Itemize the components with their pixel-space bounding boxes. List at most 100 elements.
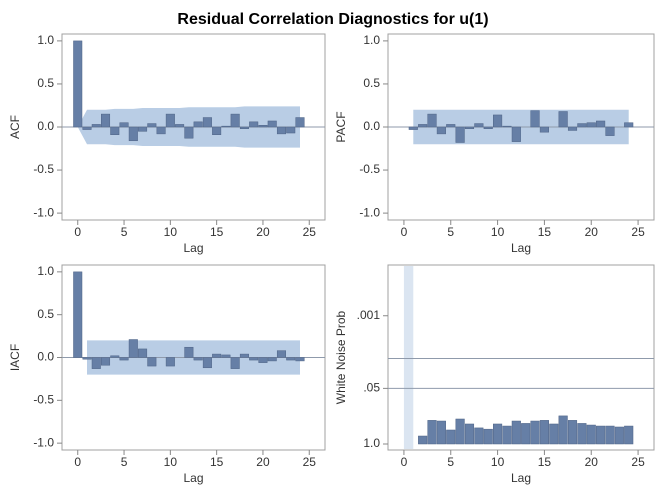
y-tick-label: 0.5 xyxy=(363,76,380,90)
bar xyxy=(110,355,120,358)
bar xyxy=(147,357,157,367)
bar xyxy=(267,357,277,362)
bar xyxy=(558,111,568,128)
bar xyxy=(455,126,465,143)
x-axis-label: Lag xyxy=(183,241,203,255)
x-tick-label: 15 xyxy=(538,455,552,469)
y-tick-label: .05 xyxy=(363,381,380,395)
bar xyxy=(605,425,615,445)
y-tick-label: 0.0 xyxy=(363,119,380,133)
bar xyxy=(436,420,446,445)
bar xyxy=(577,423,587,445)
bar xyxy=(239,353,249,358)
bar xyxy=(202,117,212,128)
bar xyxy=(258,357,268,363)
bar xyxy=(521,423,531,445)
y-axis-label: White Noise Prob xyxy=(334,310,348,404)
bar xyxy=(73,271,83,358)
bar xyxy=(446,429,456,445)
y-tick-label: 1.0 xyxy=(363,436,380,450)
bar xyxy=(408,126,418,130)
bar xyxy=(530,110,540,128)
x-axis-label: Lag xyxy=(511,471,531,485)
y-tick-label: 1.0 xyxy=(37,33,54,47)
x-tick-label: 10 xyxy=(491,455,505,469)
bar xyxy=(436,126,446,135)
x-tick-label: 15 xyxy=(210,455,224,469)
y-tick-label: 0.5 xyxy=(37,76,54,90)
bar xyxy=(464,126,475,129)
bar xyxy=(286,357,296,361)
x-tick-label: 10 xyxy=(164,225,178,239)
y-tick-label: 1.0 xyxy=(363,33,380,47)
bar xyxy=(267,120,277,128)
x-tick-label: 0 xyxy=(401,225,408,239)
bar xyxy=(427,420,437,445)
bar xyxy=(175,124,185,128)
bar xyxy=(464,423,475,445)
bar xyxy=(258,125,268,128)
bar xyxy=(605,126,615,136)
y-tick-label: -0.5 xyxy=(33,162,54,176)
bar xyxy=(82,357,92,360)
bar xyxy=(558,415,568,445)
x-tick-label: 20 xyxy=(256,225,270,239)
x-tick-label: 0 xyxy=(74,455,81,469)
bar xyxy=(119,357,129,361)
bar xyxy=(276,350,286,358)
bar xyxy=(539,420,549,445)
bar xyxy=(483,126,493,129)
x-tick-label: 15 xyxy=(210,225,224,239)
bar xyxy=(128,126,138,142)
bar xyxy=(567,126,578,131)
y-tick-label: .001 xyxy=(357,308,381,322)
y-tick-label: 0.0 xyxy=(37,119,54,133)
bar xyxy=(474,427,484,445)
y-tick-label: 0.0 xyxy=(37,350,54,364)
bar xyxy=(596,120,606,128)
x-tick-label: 5 xyxy=(447,455,454,469)
bar xyxy=(230,113,240,128)
bar xyxy=(614,426,624,445)
bar xyxy=(530,420,540,445)
bar xyxy=(119,122,129,128)
x-axis-label: Lag xyxy=(511,241,531,255)
y-axis-label: ACF xyxy=(8,115,22,139)
bar xyxy=(483,428,493,445)
bar xyxy=(295,357,305,362)
y-tick-label: 1.0 xyxy=(37,264,54,278)
x-tick-label: 0 xyxy=(401,455,408,469)
x-tick-label: 10 xyxy=(164,455,178,469)
bar xyxy=(586,424,596,445)
bar xyxy=(212,353,222,358)
bar xyxy=(165,113,175,128)
bar xyxy=(128,339,138,358)
bar xyxy=(539,126,549,133)
x-tick-label: 0 xyxy=(74,225,81,239)
bar xyxy=(221,354,231,358)
bar xyxy=(493,114,503,128)
x-tick-label: 25 xyxy=(631,455,645,469)
bar xyxy=(239,126,249,129)
bar xyxy=(502,425,512,445)
bar xyxy=(249,121,259,128)
x-axis-label: Lag xyxy=(183,471,203,485)
bar xyxy=(101,357,111,366)
y-axis-label: IACF xyxy=(8,344,22,371)
shaded-region xyxy=(403,266,414,449)
y-tick-label: -1.0 xyxy=(359,205,380,219)
bar xyxy=(418,124,428,128)
bar xyxy=(624,122,634,128)
x-tick-label: 5 xyxy=(121,225,128,239)
bar xyxy=(511,420,521,445)
y-tick-label: -1.0 xyxy=(33,435,54,449)
bar xyxy=(511,126,521,142)
bar xyxy=(193,121,203,128)
bar xyxy=(596,425,606,445)
bar xyxy=(91,357,101,369)
bar xyxy=(156,126,166,135)
bar xyxy=(73,40,83,128)
bar xyxy=(276,126,286,135)
bar xyxy=(586,122,596,128)
